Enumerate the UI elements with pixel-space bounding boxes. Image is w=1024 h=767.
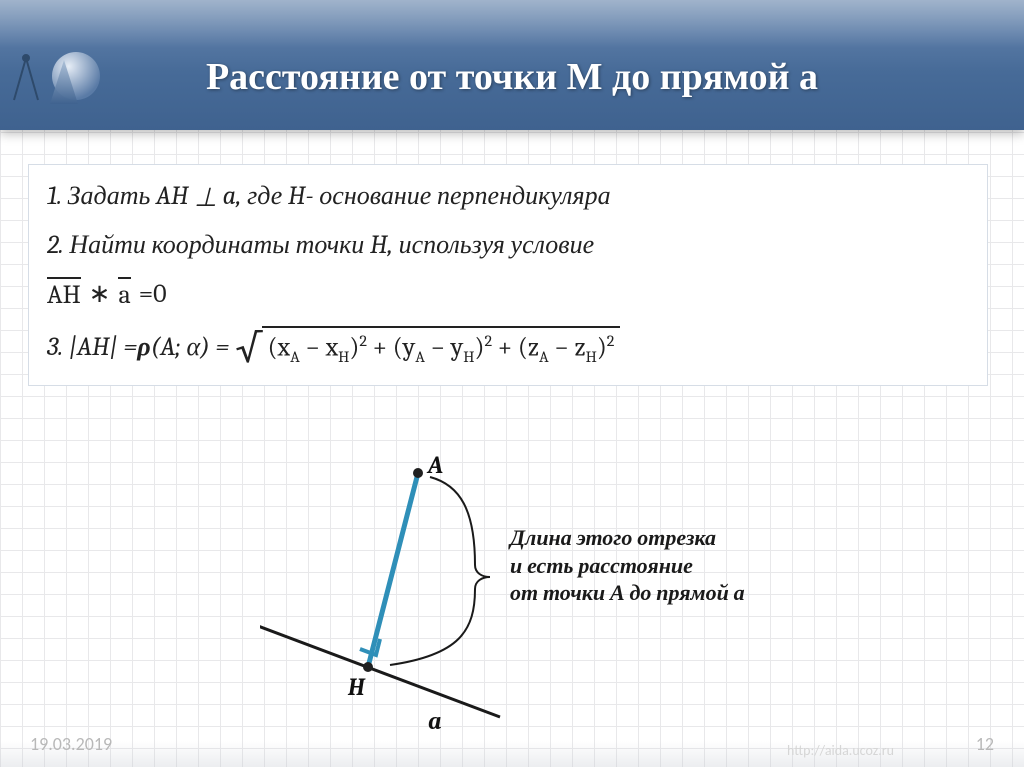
p2: 2 [484,332,492,351]
step-1-tail: a, где H- основание перпендикуляра [217,181,611,211]
subA1: A [290,348,300,367]
tz1e: ) [597,333,607,363]
caption-line-3: от точки А до прямой а [510,580,745,608]
content-panel: 1. Задать AH ⊥ a, где H- основание перпе… [28,164,988,386]
point-h-dot [363,662,373,672]
dot-product-condition: AH ∗ a =0 [47,277,969,310]
footer-date: 19.03.2019 [30,733,112,755]
step-3-prefix: 3. |AH| = [47,332,137,362]
vector-ah: AH [47,277,81,310]
radical-icon: √ [235,328,261,369]
step-1-prefix: 1. Задать AH [47,181,194,211]
vector-a: a [118,277,130,310]
slide-header: Расстояние от точки М до прямой а [0,0,1024,130]
ty1: + (y [373,333,416,363]
tx1e: ) [349,333,359,363]
tz1: + (z [498,333,539,363]
line-a [260,623,500,717]
slide-title: Расстояние от точки М до прямой а [0,55,1024,99]
tz1c: − z [549,333,586,363]
tx1: (x [268,333,291,363]
ty1e: ) [475,333,485,363]
sqrt-body: (xA − xH)2 + (yA − yH)2 + (zA − zH)2 [262,326,621,367]
subH2: H [463,348,474,367]
step-3: 3. |AH| = ρ (A; α) = √ (xA − xH)2 + (yA … [47,326,969,367]
label-point-h: H [348,673,365,701]
ty1c: − y [425,333,463,363]
diagram-caption: Длина этого отрезка и есть расстояние от… [510,525,745,608]
perpendicular-symbol: ⊥ [194,181,217,216]
subH1: H [338,348,349,367]
step-2: 2. Найти координаты точки H, используя у… [47,228,969,263]
label-point-a: A [428,451,443,479]
subA3: A [539,348,549,367]
step-1: 1. Задать AH ⊥ a, где H- основание перпе… [47,179,969,214]
segment-ah [368,473,418,667]
brace-icon [390,477,490,665]
rho-symbol: ρ [137,332,150,362]
sqrt-expression: √ (xA − xH)2 + (yA − yH)2 + (zA − zH)2 [235,326,620,367]
caption-line-2: и есть расстояние [510,553,745,581]
footer-url: http://aida.ucoz.ru [787,742,894,759]
rho-args: (A; α) = [151,332,230,362]
caption-line-1: Длина этого отрезка [510,525,745,553]
equals-zero: =0 [139,279,167,309]
dot-op: ∗ [89,279,111,309]
subH3: H [586,348,597,367]
p3: 2 [607,332,615,351]
subA2: A [415,348,425,367]
tx1c: − x [300,333,338,363]
label-line-a: a [428,707,442,735]
geometry-diagram: A H a Длина этого отрезка и есть расстоя… [260,455,780,735]
point-a-dot [413,468,423,478]
footer-page: 12 [976,733,994,755]
p1: 2 [359,332,367,351]
header-gloss [0,0,1024,48]
